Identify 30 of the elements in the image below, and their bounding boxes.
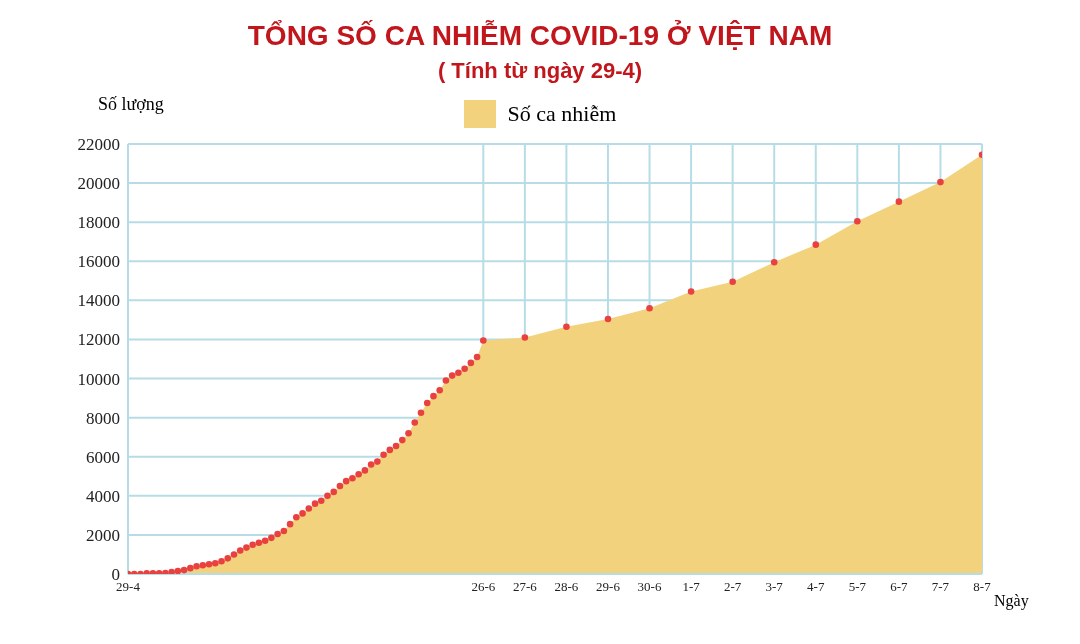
x-tick-label: 28-6 [554, 579, 579, 595]
y-tick-label: 22000 [77, 135, 120, 155]
y-tick-label: 4000 [86, 486, 120, 506]
y-tick-label: 18000 [77, 213, 120, 233]
y-tick-label: 12000 [77, 330, 120, 350]
chart-title: TỔNG SỐ CA NHIỄM COVID-19 Ở VIỆT NAM [246, 20, 834, 52]
y-tick-label: 6000 [86, 447, 120, 467]
x-tick-label: 29-6 [596, 579, 621, 595]
y-tick-label: 16000 [77, 252, 120, 272]
x-tick-label: 6-7 [890, 579, 909, 595]
y-tick-label: 14000 [77, 291, 120, 311]
x-tick-label: 2-7 [723, 579, 742, 595]
x-tick-label: 7-7 [931, 579, 950, 595]
x-tick-label: 27-6 [512, 579, 538, 595]
x-axis-title: Ngày [994, 592, 1029, 610]
chart-subtitle: ( Tính từ ngày 29-4) [436, 58, 644, 84]
y-tick-label: 10000 [77, 369, 120, 389]
y-tick-label: 2000 [86, 525, 120, 545]
x-tick-label: 30-6 [637, 579, 662, 595]
legend-label: Số ca nhiễm [507, 101, 617, 127]
x-tick-label: 1-7 [682, 579, 701, 595]
x-tick-label: 5-7 [848, 579, 867, 595]
y-tick-label: 8000 [86, 408, 120, 428]
x-tick-label: 3-7 [765, 579, 784, 595]
x-tick-label: 29-4 [116, 579, 141, 595]
x-tick-label: 26-6 [471, 579, 496, 595]
x-tick-label: 4-7 [807, 579, 825, 595]
y-axis-title: Số lượng [98, 94, 164, 115]
y-tick-label: 20000 [77, 174, 120, 194]
x-tick-label: 8-7 [973, 579, 992, 595]
